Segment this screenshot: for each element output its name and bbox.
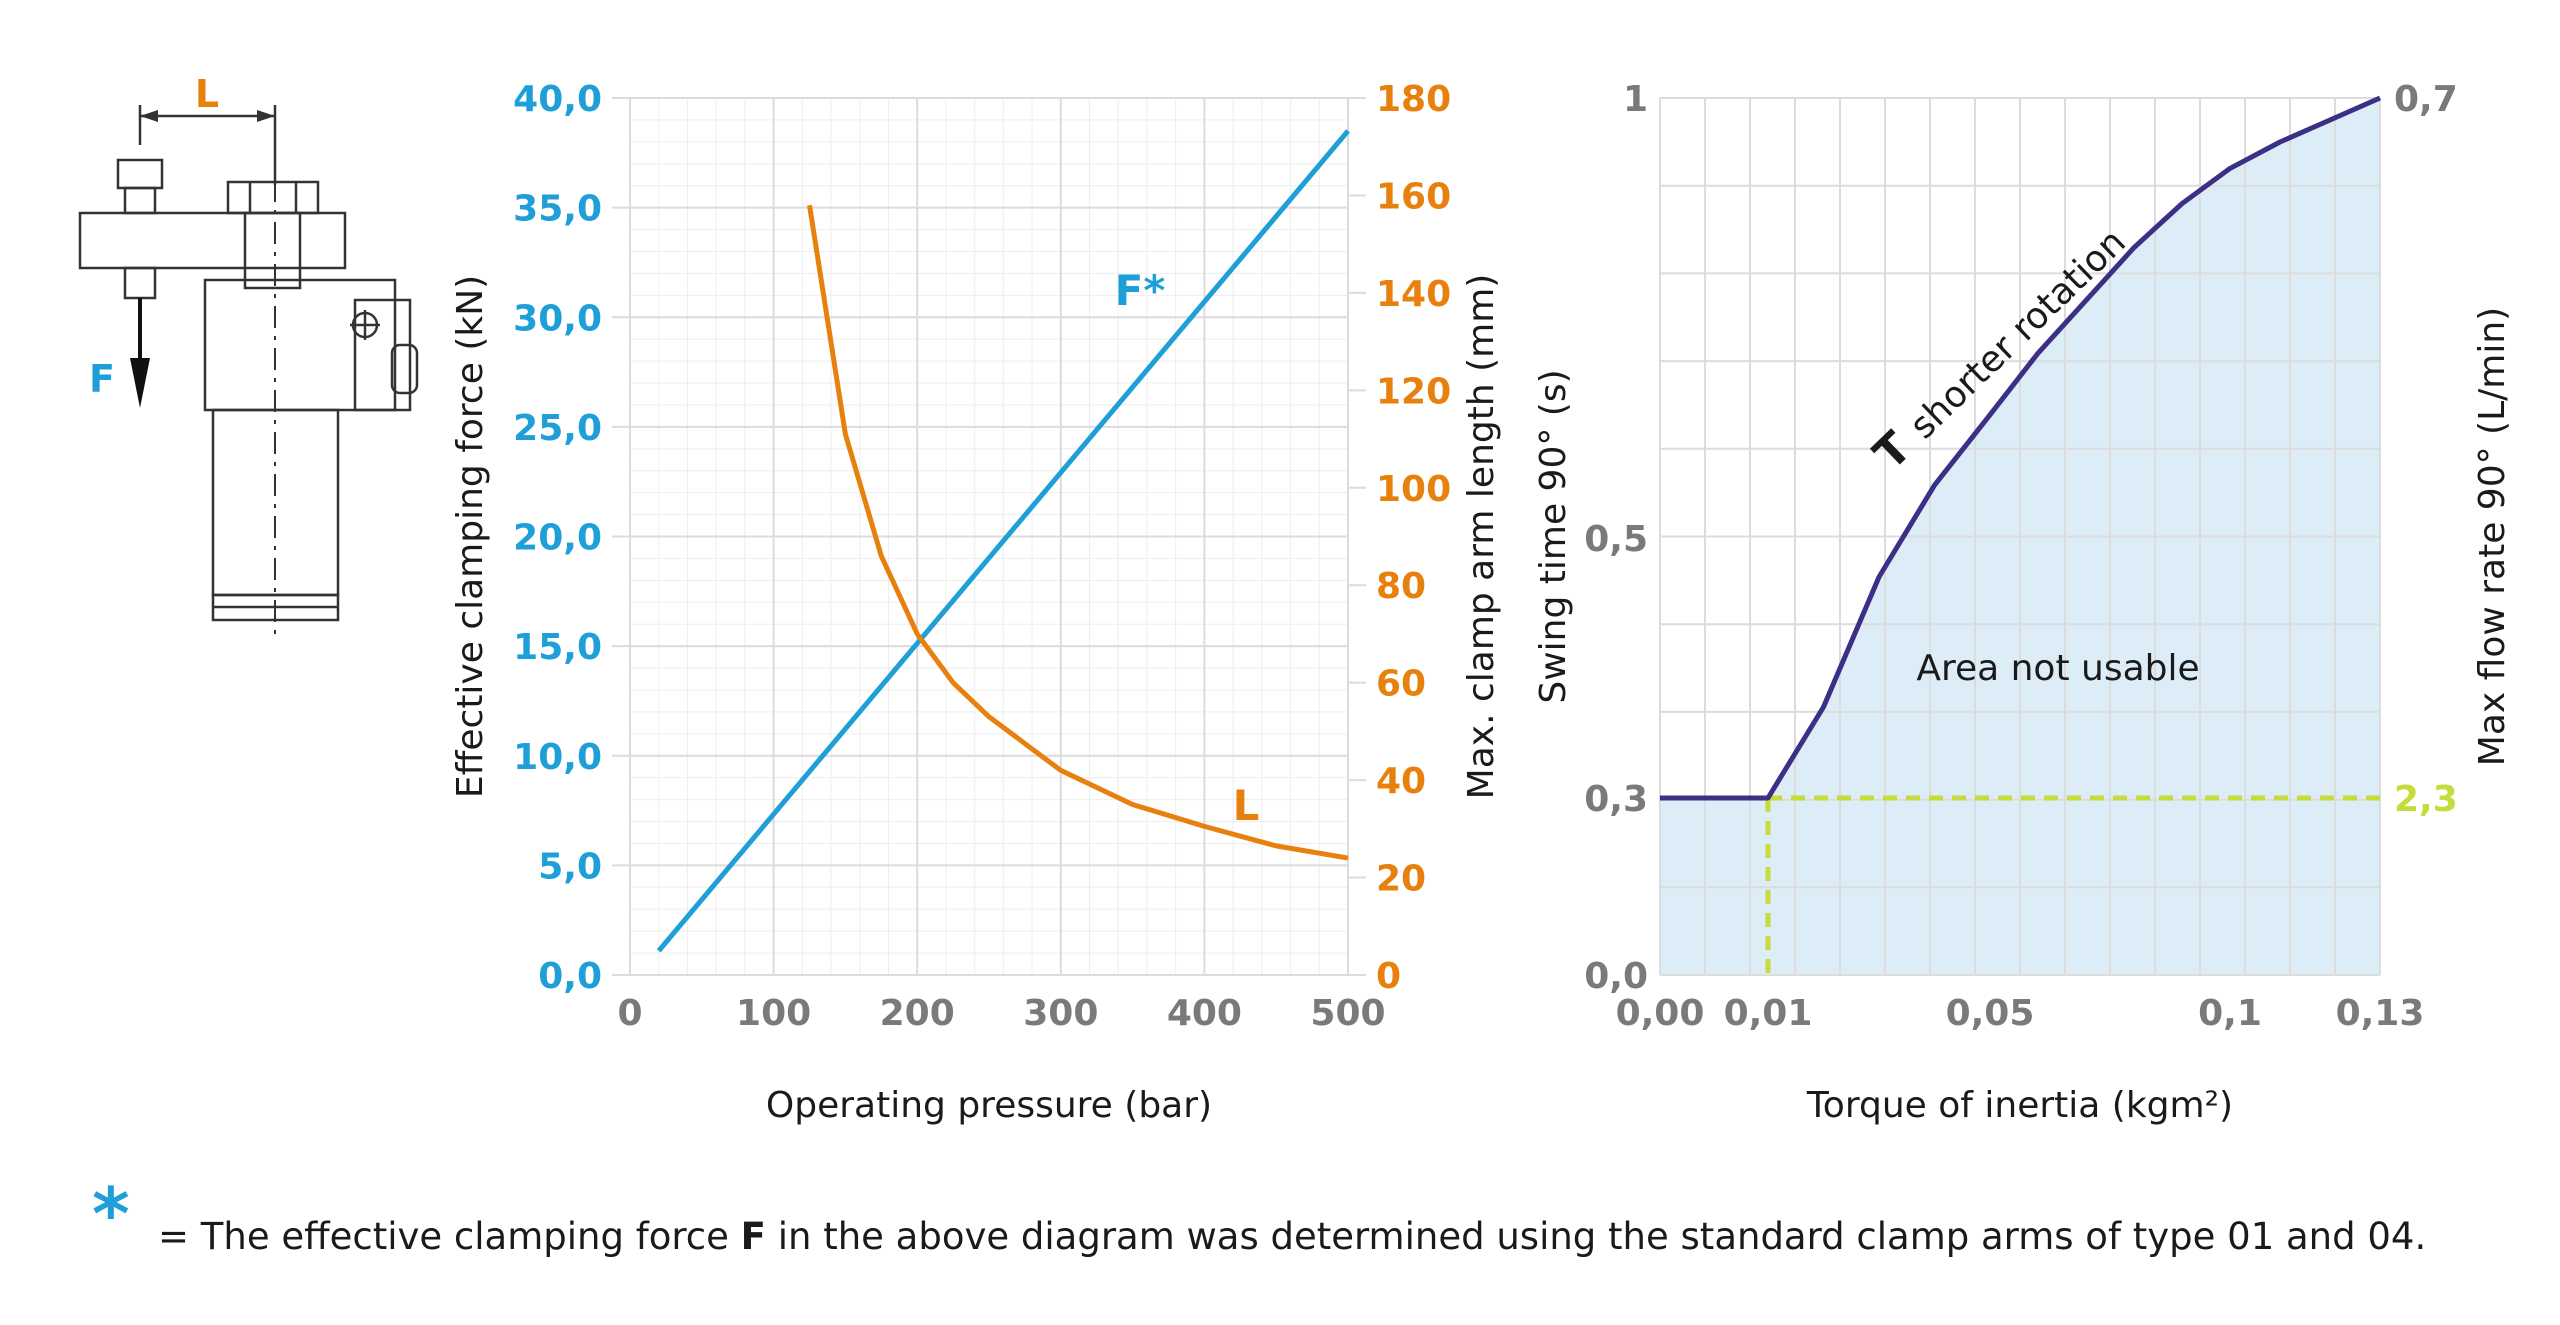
y-tick-label-right: 140 [1376, 274, 1451, 315]
y-tick-label-left: 35,0 [513, 189, 602, 230]
y-tick-label-left: 20,0 [513, 518, 602, 559]
y-tick-label-right: 60 [1376, 664, 1426, 705]
y-tick-label-left: 15,0 [513, 627, 602, 668]
y-axis-label-left: Swing time 90° (s) [1533, 369, 1574, 703]
y-tick-label-right: 120 [1376, 371, 1451, 412]
y-tick-label-right: 80 [1376, 566, 1426, 607]
y-tick-label-left: 10,0 [513, 737, 602, 778]
x-tick-label: 100 [736, 993, 811, 1034]
x-tick-label: 0,01 [1724, 993, 1813, 1034]
dimension-label: L [195, 72, 219, 116]
y-tick-label-left: 25,0 [513, 408, 602, 449]
bolt-nut [123, 186, 157, 215]
footnote-text: = The effective clamping force F in the … [158, 1215, 2426, 1258]
side-port-block [353, 298, 412, 412]
y-tick-label-right: 40 [1376, 761, 1426, 802]
footnote-prefix: = The effective clamping force [158, 1215, 741, 1258]
dimension-arrow-left [140, 110, 158, 122]
bolt-head [116, 158, 164, 190]
x-tick-label: 0,13 [2336, 993, 2425, 1034]
dimension-arrow-right [257, 110, 275, 122]
pressure-chart: 0 100 200 300 400 5000,05,010,015,020,025,030… [450, 79, 1502, 1126]
x-tick-label: 200 [880, 993, 955, 1034]
x-tick-label: 400 [1167, 993, 1242, 1034]
x-axis-label: Operating pressure (bar) [766, 1085, 1212, 1126]
series-label-length: L [1233, 781, 1260, 830]
y-tick-label-left: 0,0 [538, 956, 602, 997]
swing-clamp-illustration [78, 105, 419, 635]
x-tick-label: 0,1 [2198, 993, 2262, 1034]
force-arrow-icon [130, 358, 150, 408]
y-tick-label-left: 0,0 [1584, 956, 1648, 997]
x-tick-label: 0,05 [1946, 993, 2035, 1034]
force-label: F [89, 357, 115, 401]
y-tick-label-right: 160 [1376, 176, 1451, 217]
y-tick-label-right: 20 [1376, 859, 1426, 900]
y-tick-label-right: 0,7 [2394, 79, 2458, 120]
y-tick-label-right: 180 [1376, 79, 1451, 120]
clamp-arm [78, 211, 347, 270]
arm-nut [226, 180, 320, 215]
y-tick-label-right: 100 [1376, 469, 1451, 510]
swing-time-chart: 0,00 0,01 0,05 0,1 0,13 0,0 0,3 0,5 1 2,3 0,7 Torqu… [1533, 79, 2513, 1126]
x-tick-label: 300 [1023, 993, 1098, 1034]
area-label: Area not usable [1916, 648, 2199, 689]
y-tick-label-right: 2,3 [2394, 779, 2458, 820]
footnote-bold: F [740, 1215, 766, 1258]
bolt-shaft [123, 266, 157, 300]
y-tick-label-left: 0,3 [1584, 779, 1648, 820]
y-tick-label-left: 30,0 [513, 298, 602, 339]
y-axis-label-left: Effective clamping force (kN) [450, 275, 491, 798]
series-label-force: F* [1115, 266, 1166, 315]
series-line-force [656, 129, 1350, 953]
x-tick-label: 500 [1310, 993, 1385, 1034]
y-axis-label-right: Max flow rate 90° (L/min) [2472, 307, 2513, 766]
series-line-length [807, 204, 1349, 861]
x-tick-label: 0,00 [1616, 993, 1705, 1034]
x-tick-label: 0 [617, 993, 642, 1034]
footnote-suffix: in the above diagram was determined usin… [765, 1215, 2427, 1258]
y-tick-label-left: 40,0 [513, 79, 602, 120]
x-axis-label: Torque of inertia (kgm²) [1806, 1085, 2233, 1126]
screw-head [390, 343, 419, 395]
y-tick-label-left: 5,0 [538, 846, 602, 887]
y-axis-label-right: Max. clamp arm length (mm) [1461, 274, 1502, 800]
footnote-asterisk: * [92, 1172, 130, 1256]
piston-rod [243, 211, 302, 290]
y-tick-label-left: 1 [1623, 79, 1648, 120]
series-line-swing-time [1660, 95, 2382, 801]
y-tick-label-right: 0 [1376, 956, 1401, 997]
y-tick-label-left: 0,5 [1584, 519, 1648, 560]
